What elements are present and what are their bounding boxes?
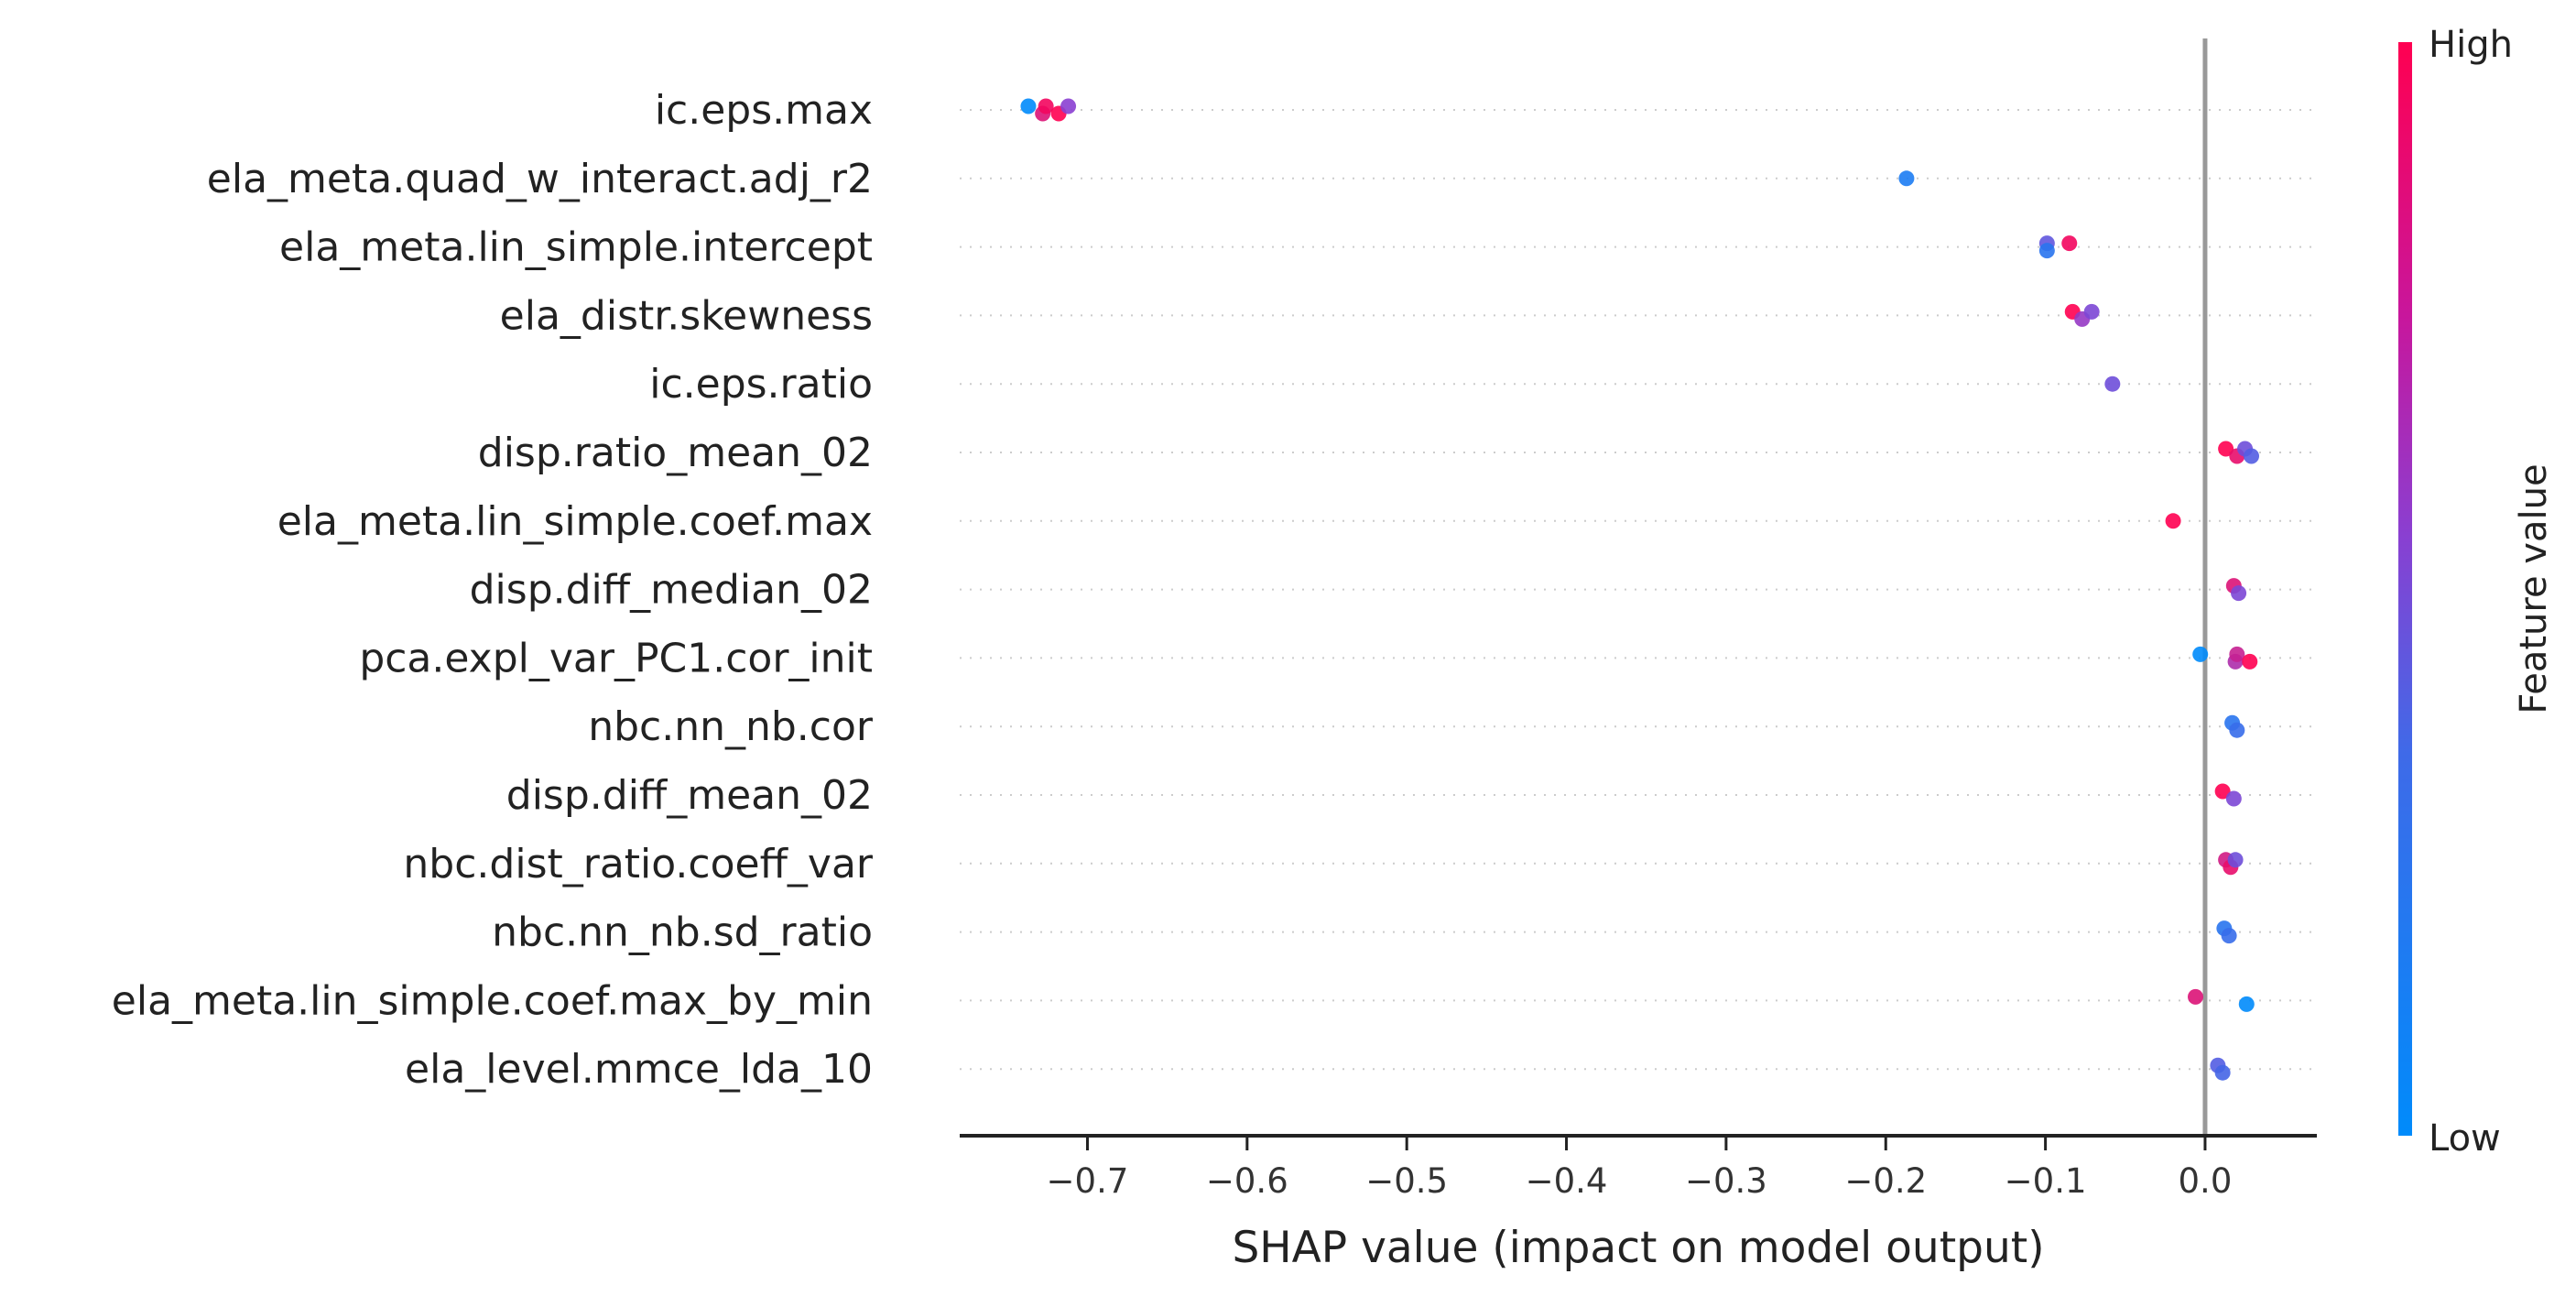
data-point <box>2225 790 2242 807</box>
data-point <box>2214 783 2231 800</box>
feature-label: ic.eps.max <box>655 87 873 134</box>
colorbar-title: Feature value <box>2513 463 2555 713</box>
feature-label: ic.eps.ratio <box>649 361 873 408</box>
x-tick-label: −0.1 <box>2005 1161 2087 1201</box>
feature-label: ela_meta.lin_simple.coef.max_by_min <box>112 977 873 1024</box>
x-axis-ticks: −0.7 −0.6 −0.5 −0.4 −0.3 −0.2 −0.1 0.0 <box>1047 1136 2233 1201</box>
feature-label: nbc.dist_ratio.coeff_var <box>403 841 873 888</box>
colorbar-high-label: High <box>2429 24 2513 66</box>
feature-label: ela_distr.skewness <box>500 292 873 339</box>
data-point <box>2229 722 2245 738</box>
colorbar: High Low Feature value <box>2398 24 2555 1160</box>
feature-label: disp.diff_median_02 <box>470 567 873 614</box>
data-point <box>2192 646 2209 662</box>
data-point <box>1038 98 1054 114</box>
x-tick-label: −0.3 <box>1685 1161 1767 1201</box>
data-point <box>2038 243 2055 259</box>
x-tick-label: −0.4 <box>1526 1161 1608 1201</box>
colorbar-low-label: Low <box>2429 1117 2501 1160</box>
data-point <box>2231 585 2247 602</box>
data-point <box>2242 653 2258 670</box>
data-point <box>2244 448 2260 464</box>
data-point <box>2238 996 2255 1012</box>
feature-label: nbc.nn_nb.cor <box>588 703 874 750</box>
data-point <box>2187 988 2203 1005</box>
colorbar-gradient <box>2398 42 2412 1136</box>
data-points <box>1020 98 2260 1081</box>
x-tick-label: −0.2 <box>1844 1161 1927 1201</box>
data-point <box>2221 928 2237 944</box>
feature-label: ela_level.mmce_lda_10 <box>405 1046 873 1093</box>
data-point <box>2227 852 2244 868</box>
data-point <box>2218 441 2234 457</box>
data-point <box>2214 1064 2231 1081</box>
x-tick-label: −0.6 <box>1206 1161 1288 1201</box>
data-point <box>1060 98 1077 114</box>
data-point <box>2061 235 2078 252</box>
data-point <box>2104 376 2121 392</box>
feature-label: pca.expl_var_PC1.cor_init <box>359 635 873 681</box>
feature-label: nbc.nn_nb.sd_ratio <box>492 909 873 956</box>
feature-label: ela_meta.lin_simple.intercept <box>279 224 873 271</box>
data-point <box>1898 170 1915 187</box>
data-point <box>2165 513 2181 529</box>
feature-label: ela_meta.quad_w_interact.adj_r2 <box>207 156 873 202</box>
data-point <box>1020 98 1037 114</box>
feature-label: disp.diff_mean_02 <box>506 772 873 819</box>
data-point <box>2229 646 2245 662</box>
x-tick-label: −0.7 <box>1047 1161 1129 1201</box>
x-tick-label: −0.5 <box>1365 1161 1448 1201</box>
feature-labels: ic.eps.max ela_meta.quad_w_interact.adj_r… <box>112 87 874 1093</box>
feature-label: ela_meta.lin_simple.coef.max <box>277 498 873 545</box>
feature-label: disp.ratio_mean_02 <box>478 430 873 476</box>
x-axis-title: SHAP value (impact on model output) <box>1232 1223 2044 1273</box>
gridlines <box>960 109 2317 1071</box>
data-point <box>2083 303 2100 320</box>
x-tick-label: 0.0 <box>2179 1161 2233 1201</box>
